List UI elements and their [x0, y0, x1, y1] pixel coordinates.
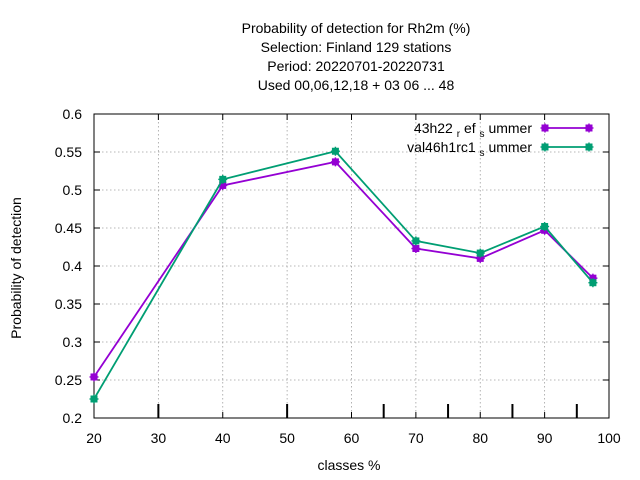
- title-line-3: Period: 20220701-20220731: [267, 58, 445, 74]
- legend-label-1-tail: ummer: [488, 120, 532, 136]
- x-tick-label: 100: [597, 430, 621, 446]
- chart-title: Probability of detection for Rh2m (%) Se…: [242, 20, 471, 93]
- y-axis-label: Probability of detection: [8, 197, 24, 339]
- x-tick-label: 30: [151, 430, 167, 446]
- y-tick-label: 0.6: [63, 106, 83, 122]
- series-1-point: [411, 244, 421, 254]
- legend-label-2-main: val46h1rc1: [407, 139, 476, 155]
- legend-label-2: val46h1rc1 s ummer: [407, 139, 532, 159]
- x-tick-label: 50: [279, 430, 295, 446]
- x-axis-label: classes %: [317, 457, 380, 473]
- x-tick-label: 80: [472, 430, 488, 446]
- series-2-point: [475, 248, 485, 258]
- series-2-line: [93, 150, 594, 400]
- legend-marker: [540, 123, 550, 133]
- series-2: [89, 146, 598, 404]
- series-2-point: [411, 236, 421, 246]
- grid: [94, 114, 609, 418]
- plot-border: [93, 113, 610, 419]
- title-line-2: Selection: Finland 129 stations: [261, 39, 452, 55]
- legend-markers-1: [540, 123, 594, 133]
- legend-label-1-mid: ef: [464, 120, 476, 136]
- legend-label-1-sub1: r: [457, 129, 461, 140]
- legend-marker: [584, 142, 594, 152]
- series-2-point: [588, 278, 598, 288]
- y-tick-label: 0.2: [63, 410, 83, 426]
- series-2-point: [218, 174, 228, 184]
- legend-markers-2: [540, 142, 594, 152]
- x-tick-labels: 20 30 40 50 60 70 80 90 100: [86, 430, 621, 446]
- y-tick-label: 0.25: [55, 372, 82, 388]
- legend-label-1-main: 43h22: [414, 120, 453, 136]
- legend-label-1-sub2: s: [480, 129, 485, 140]
- y-tick-labels: 0.2 0.25 0.3 0.35 0.4 0.45 0.5 0.55 0.6: [55, 106, 82, 426]
- legend-label-1: 43h22 r ef s ummer: [414, 120, 532, 140]
- series-1-line: [93, 160, 594, 378]
- series-2-point: [89, 394, 99, 404]
- legend: 43h22 r ef s ummer val46h1rc1 s ummer: [407, 120, 594, 159]
- y-tick-label: 0.4: [63, 258, 83, 274]
- series-1-point: [330, 157, 340, 167]
- y-tick-label: 0.45: [55, 220, 82, 236]
- series-1-point: [89, 372, 99, 382]
- x-tick-label: 20: [86, 430, 102, 446]
- legend-label-2-tail: ummer: [488, 139, 532, 155]
- y-tick-label: 0.35: [55, 296, 82, 312]
- legend-marker: [540, 142, 550, 152]
- y-tick-label: 0.3: [63, 334, 83, 350]
- series-2-point: [330, 146, 340, 156]
- y-tick-label: 0.55: [55, 144, 82, 160]
- x-tick-label: 70: [408, 430, 424, 446]
- x-tick-label: 60: [344, 430, 360, 446]
- x-tick-label: 40: [215, 430, 231, 446]
- legend-label-2-sub1: s: [480, 148, 485, 159]
- series-1: [89, 157, 598, 382]
- title-line-1: Probability of detection for Rh2m (%): [242, 20, 471, 36]
- title-line-4: Used 00,06,12,18 + 03 06 ... 48: [258, 77, 455, 93]
- y-tick-label: 0.5: [63, 182, 83, 198]
- series-group: [89, 146, 598, 404]
- legend-marker: [584, 123, 594, 133]
- series-2-point: [540, 221, 550, 231]
- x-tick-label: 90: [537, 430, 553, 446]
